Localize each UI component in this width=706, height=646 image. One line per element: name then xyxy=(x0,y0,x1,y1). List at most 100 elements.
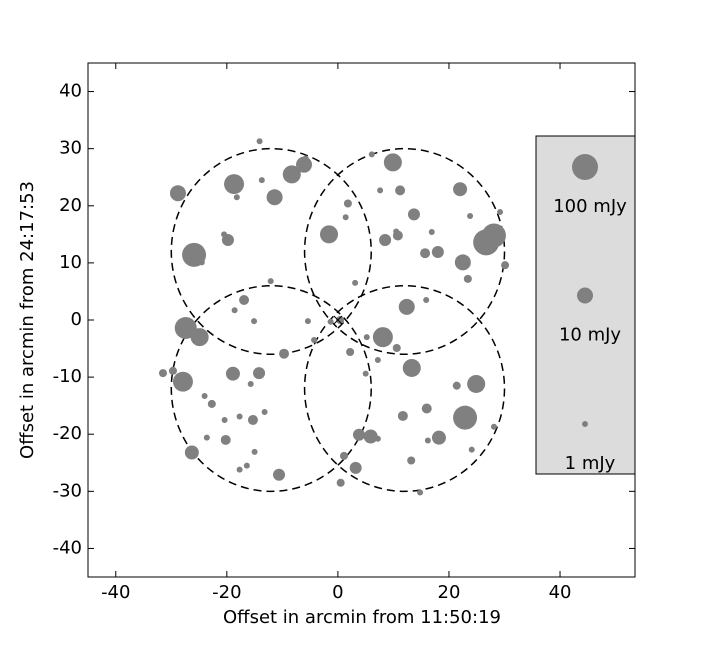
source-point xyxy=(374,435,381,442)
pointing-circle xyxy=(170,284,372,493)
x-axis-label: Offset in arcmin from 11:50:19 xyxy=(223,607,501,628)
source-point xyxy=(169,185,186,202)
source-point xyxy=(225,366,240,381)
pointing-circle xyxy=(170,147,372,356)
source-point xyxy=(343,199,352,208)
source-point xyxy=(490,423,497,430)
source-point xyxy=(261,408,268,415)
source-point xyxy=(207,399,216,408)
source-point xyxy=(158,369,167,378)
legend-marker xyxy=(572,154,598,180)
source-point xyxy=(279,348,290,359)
source-point xyxy=(296,156,313,173)
source-point xyxy=(221,231,228,238)
source-point xyxy=(220,434,231,445)
source-point xyxy=(273,468,286,481)
source-point xyxy=(253,367,266,380)
source-point xyxy=(327,318,334,325)
source-point xyxy=(174,316,197,340)
source-point xyxy=(368,151,375,158)
center-cross xyxy=(333,315,343,325)
source-point xyxy=(393,228,400,235)
source-point xyxy=(431,430,446,445)
source-point xyxy=(258,177,265,184)
source-point xyxy=(336,315,345,325)
y-tick-label: 10 xyxy=(59,252,82,273)
source-point xyxy=(372,327,393,348)
source-point xyxy=(184,445,199,460)
source-point xyxy=(251,448,258,455)
source-point xyxy=(424,437,431,444)
source-point xyxy=(407,456,416,465)
source-point xyxy=(428,229,435,236)
pointing-circle xyxy=(303,147,506,356)
source-point xyxy=(377,187,384,194)
source-point xyxy=(243,462,250,469)
source-point xyxy=(266,189,283,206)
source-point xyxy=(417,489,424,496)
y-tick-label: 30 xyxy=(59,138,82,159)
source-point xyxy=(239,295,250,306)
x-tick-label: 0 xyxy=(332,582,343,603)
source-point xyxy=(247,380,254,387)
y-tick-label: -10 xyxy=(53,366,82,387)
source-point xyxy=(431,246,444,259)
source-point xyxy=(395,185,406,196)
source-point xyxy=(481,223,506,248)
legend-marker xyxy=(577,287,593,304)
source-point xyxy=(236,466,243,473)
y-tick-label: -40 xyxy=(53,537,82,558)
source-point xyxy=(221,416,228,423)
size-legend-box xyxy=(535,135,636,475)
source-point xyxy=(336,478,345,487)
source-point xyxy=(302,155,309,162)
source-point xyxy=(374,356,381,363)
source-point xyxy=(346,347,355,357)
source-point xyxy=(407,208,420,221)
source-point xyxy=(233,194,240,201)
pointing-circle xyxy=(303,284,506,493)
y-tick-label: -20 xyxy=(53,423,82,444)
source-point xyxy=(190,328,209,347)
source-point xyxy=(397,410,408,421)
source-point xyxy=(172,371,193,392)
source-point xyxy=(352,279,359,286)
source-point xyxy=(402,358,421,377)
source-point xyxy=(501,261,510,270)
source-point xyxy=(463,274,472,283)
y-tick-label: 40 xyxy=(59,81,82,102)
source-point xyxy=(392,343,401,353)
y-tick-label: 20 xyxy=(59,195,82,216)
source-point xyxy=(282,165,301,184)
x-tick-label: 20 xyxy=(438,582,461,603)
source-point xyxy=(383,153,402,172)
source-point xyxy=(201,392,208,399)
source-point xyxy=(267,278,274,285)
y-tick-label: -30 xyxy=(53,480,82,501)
source-point xyxy=(467,374,486,393)
source-point xyxy=(452,381,461,390)
source-point xyxy=(231,307,238,314)
legend-label: 1 mJy xyxy=(565,453,616,474)
legend-label: 10 mJy xyxy=(559,325,621,346)
source-point xyxy=(453,405,478,430)
source-point xyxy=(468,446,475,453)
source-point xyxy=(398,298,415,315)
source-point xyxy=(256,138,263,145)
legend-label: 100 mJy xyxy=(553,196,627,217)
source-point xyxy=(304,318,311,325)
source-point xyxy=(247,414,258,425)
source-point xyxy=(236,413,243,420)
x-tick-label: 40 xyxy=(549,582,572,603)
source-point xyxy=(349,461,362,474)
source-point xyxy=(198,259,205,266)
source-point xyxy=(421,403,432,414)
x-tick-label: -40 xyxy=(101,582,130,603)
source-point xyxy=(319,225,339,244)
source-point xyxy=(454,254,471,271)
source-point xyxy=(363,429,378,444)
x-tick-label: -20 xyxy=(212,582,241,603)
y-tick-label: 0 xyxy=(71,309,82,330)
source-point xyxy=(168,366,177,375)
source-point xyxy=(423,297,430,304)
